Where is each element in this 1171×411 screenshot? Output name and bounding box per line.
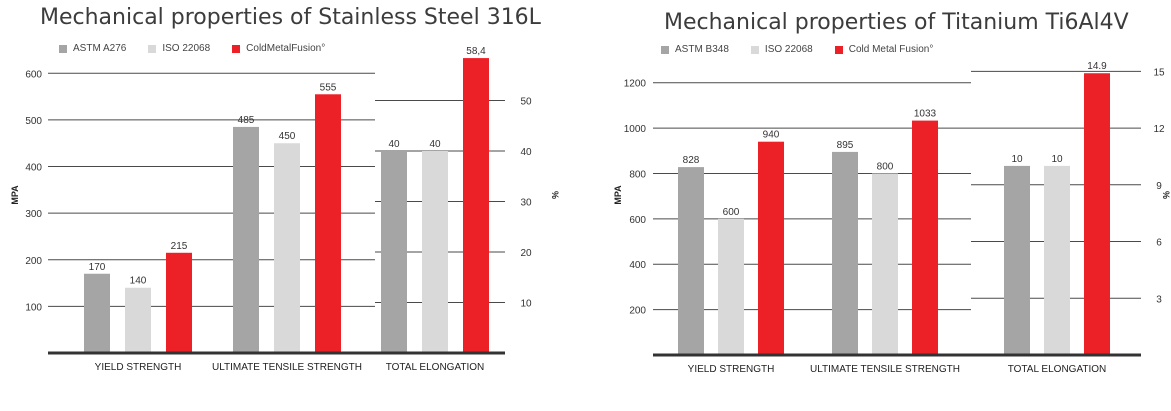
bar-value-label: 215 xyxy=(171,241,188,252)
legend-item-iso: ISO 22068 xyxy=(750,44,813,55)
y2-tick-label: 10 xyxy=(520,299,532,310)
y-tick-label: 200 xyxy=(629,306,646,317)
bar xyxy=(678,167,704,355)
y-tick-label: 1000 xyxy=(624,124,647,135)
bar xyxy=(912,120,938,355)
y-axis-label: MPA xyxy=(613,185,623,205)
y-tick-label: 800 xyxy=(629,169,646,180)
x-tick-label: YIELD STRENGTH xyxy=(95,362,182,373)
y2-tick-label: 30 xyxy=(520,198,532,209)
legend-label-iso: ISO 22068 xyxy=(162,43,211,54)
y-tick-label: 500 xyxy=(25,116,42,127)
x-tick-label: YIELD STRENGTH xyxy=(688,364,775,375)
chart-legend: ASTM A276 ISO 22068 ColdMetalFusion° xyxy=(59,43,325,54)
bar xyxy=(1084,73,1110,355)
chart-panel-titanium: Mechanical properties of Titanium Ti6Al4… xyxy=(586,0,1171,411)
legend-swatch-astm xyxy=(59,44,67,53)
y2-tick-label: 40 xyxy=(520,147,532,158)
bar-value-label: 800 xyxy=(877,161,894,172)
bar xyxy=(125,287,151,353)
y2-tick-label: 15 xyxy=(1153,67,1165,78)
y2-tick-label: 6 xyxy=(1156,238,1162,249)
bar-value-label: 14.9 xyxy=(1087,61,1107,72)
y-tick-label: 600 xyxy=(25,69,42,80)
legend-swatch-astm xyxy=(661,45,669,54)
bar-value-label: 10 xyxy=(1051,154,1063,165)
legend-label-cmf: ColdMetalFusion° xyxy=(246,43,326,54)
y-tick-label: 200 xyxy=(25,256,42,267)
bar-value-label: 1033 xyxy=(914,109,937,120)
bar-value-label: 170 xyxy=(89,262,106,273)
legend-swatch-iso xyxy=(148,44,157,53)
bar-chart-plot: 100 200 300 400 500 600 10 20 30 40 50 MPA % 170 140 21… xyxy=(10,46,560,373)
legend-swatch-cmf xyxy=(232,44,241,53)
bar-value-label: 600 xyxy=(723,207,740,218)
bar xyxy=(422,151,448,353)
bar-value-label: 485 xyxy=(238,115,255,126)
legend-swatch-cmf xyxy=(834,45,843,54)
bar-value-label: 555 xyxy=(320,82,337,93)
bar-value-label: 940 xyxy=(763,130,780,141)
bar xyxy=(758,141,784,355)
y2-tick-label: 20 xyxy=(520,248,532,259)
bar xyxy=(233,126,259,354)
legend-label-iso: ISO 22068 xyxy=(764,44,813,55)
legend-item-cmf: ColdMetalFusion° xyxy=(232,43,325,54)
legend-item-astm: ASTM B348 xyxy=(661,44,729,55)
y2-axis-label: % xyxy=(1161,191,1171,199)
bar xyxy=(381,151,407,353)
bar xyxy=(872,173,898,355)
bar xyxy=(315,94,341,354)
y-tick-label: 1200 xyxy=(624,79,647,90)
legend-item-iso: ISO 22068 xyxy=(148,43,210,54)
legend-swatch-iso xyxy=(750,45,759,54)
chart-legend: ASTM B348 ISO 22068 Cold Metal Fusion° xyxy=(661,44,933,55)
y-tick-label: 300 xyxy=(25,209,42,220)
legend-item-cmf: Cold Metal Fusion° xyxy=(834,44,934,55)
bar-value-label: 140 xyxy=(130,276,147,287)
bar-value-label: 58,4 xyxy=(466,46,486,57)
bar-value-label: 828 xyxy=(683,155,700,166)
legend-item-astm: ASTM A276 xyxy=(59,43,126,54)
bar xyxy=(84,273,110,353)
y-axis-label: MPA xyxy=(10,185,20,205)
bar xyxy=(274,143,300,353)
x-tick-label: ULTIMATE TENSILE STRENGTH xyxy=(212,362,362,373)
x-tick-label: ULTIMATE TENSILE STRENGTH xyxy=(810,364,960,375)
bar xyxy=(1004,165,1030,355)
chart-panel-stainless-steel: Mechanical properties of Stainless Steel… xyxy=(10,5,560,373)
bar-value-label: 40 xyxy=(388,139,400,150)
y-tick-label: 600 xyxy=(629,215,646,226)
bar xyxy=(166,252,192,353)
bar-value-label: 40 xyxy=(429,139,441,150)
y2-tick-label: 3 xyxy=(1156,294,1162,305)
y2-tick-label: 50 xyxy=(520,97,532,108)
legend-label-astm: ASTM A276 xyxy=(73,43,127,54)
y-tick-label: 400 xyxy=(25,163,42,174)
y-tick-label: 400 xyxy=(629,260,646,271)
bar-chart-plot: 200 400 600 800 1000 1200 3 6 9 12 15 MPA % 828 600 940… xyxy=(613,61,1171,375)
x-tick-label: TOTAL ELONGATION xyxy=(386,362,485,373)
bar-value-label: 450 xyxy=(279,131,296,142)
chart-title: Mechanical properties of Stainless Steel… xyxy=(40,5,541,30)
legend-label-cmf: Cold Metal Fusion° xyxy=(848,44,934,55)
legend-label-astm: ASTM B348 xyxy=(675,44,729,55)
chart-title: Mechanical properties of Titanium Ti6Al4… xyxy=(664,10,1129,35)
bar xyxy=(832,151,858,355)
x-tick-label: TOTAL ELONGATION xyxy=(1008,364,1107,375)
y2-tick-label: 9 xyxy=(1156,181,1162,192)
bar-value-label: 10 xyxy=(1011,154,1023,165)
y2-tick-label: 12 xyxy=(1153,124,1165,135)
bar xyxy=(1044,165,1070,355)
bar-value-label: 895 xyxy=(837,140,854,151)
bar xyxy=(463,58,489,353)
y2-axis-label: % xyxy=(550,191,560,199)
y-tick-label: 100 xyxy=(25,302,42,313)
bar xyxy=(718,218,744,355)
